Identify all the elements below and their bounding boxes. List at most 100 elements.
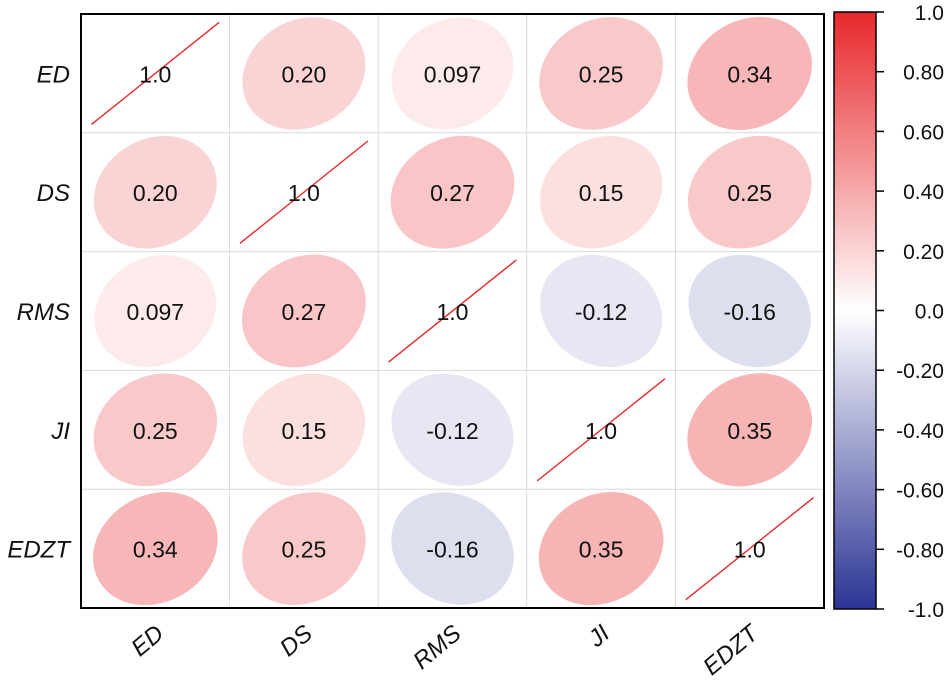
cell-edzt-ds: 0.25 [242,492,366,605]
cell-ji-ji: 1.0 [536,378,666,482]
cell-value-label: 1.0 [437,299,469,325]
cell-value-label: 0.25 [727,180,772,206]
colorbar: 1.0 0.80 0.60 0.40 0.20 0.0 -0.20 -0.40 -0.60 -0.… [833,2,944,622]
correlation-ellipse [687,16,812,130]
cell-edzt-ji: 0.35 [538,492,664,606]
column-label-ji: JI [583,620,616,654]
correlation-ellipse [93,135,217,249]
correlation-ellipse [687,135,812,249]
cell-value-label: 1.0 [585,418,617,444]
colorbar-tick-label: 0.40 [903,181,944,204]
colorbar-tick-label: 0.60 [903,121,944,144]
cell-rms-rms: 1.0 [388,259,517,363]
correlation-ellipse [688,254,811,368]
cell-value-label: 0.097 [127,299,185,325]
column-label-edzt: EDZT [698,618,765,680]
cell-ds-rms: 0.27 [390,135,515,249]
cell-ji-ed: 0.25 [93,373,218,487]
diagonal-line [239,140,369,244]
cell-value-label: 1.0 [139,61,171,87]
correlation-ellipse [242,254,366,368]
correlation-ellipse [539,17,663,130]
cell-value-label: 0.25 [579,61,624,87]
correlation-ellipse [391,373,514,486]
cell-ji-ds: 0.15 [242,373,366,486]
cell-rms-ed: 0.097 [94,254,217,368]
column-label-rms: RMS [408,620,466,675]
correlation-ellipse [94,254,217,368]
correlation-ellipse [93,492,218,606]
column-label-ds: DS [275,620,318,662]
cell-value-label: 0.27 [430,180,475,206]
cell-value-label: 0.34 [727,61,772,87]
cell-rms-ds: 0.27 [242,254,366,368]
cell-value-label: 0.097 [424,61,482,87]
cell-value-label: 0.20 [133,180,178,206]
colorbar-gradient [833,11,877,610]
row-label-ji: JI [50,418,70,445]
cell-ed-ji: 0.25 [539,17,663,130]
correlation-ellipse [391,17,514,130]
row-label-rms: RMS [17,299,70,326]
colorbar-tick-label: -0.40 [896,420,944,443]
cell-value-label: 0.15 [579,180,624,206]
colorbar-tick-label: -0.60 [896,480,944,503]
colorbar-tick-label: 0.80 [903,62,944,85]
cell-value-label: -0.12 [426,418,478,444]
row-label-ed: ED [37,61,70,88]
cell-value-label: 0.35 [727,418,772,444]
colorbar-tick-label: 0.20 [903,241,944,264]
diagonal-line [388,259,517,363]
cell-edzt-ed: 0.34 [93,492,218,606]
correlation-ellipse [391,492,514,605]
colorbar-tick-label: -1.0 [908,599,944,622]
cell-ds-ed: 0.20 [93,135,217,249]
diagonal-line [685,496,815,601]
row-label-edzt: EDZT [7,537,72,564]
correlation-ellipse [390,135,515,249]
cell-rms-ji: -0.12 [540,254,663,368]
cell-value-label: 1.0 [288,180,320,206]
cell-ji-rms: -0.12 [391,373,514,486]
colorbar-tick-label: 0.0 [915,301,944,324]
correlation-ellipse [687,373,813,487]
diagonal-line [536,378,666,482]
grid-layer [81,14,824,608]
column-labels: ED DS RMS JI EDZT [126,618,765,680]
plot-frame [80,13,825,609]
correlation-ellipse [242,17,366,130]
cell-value-label: -0.12 [575,299,627,325]
row-label-ds: DS [37,180,70,207]
cell-value-label: 0.15 [282,418,327,444]
cell-value-label: 0.34 [133,537,178,563]
cell-edzt-rms: -0.16 [391,492,514,605]
cell-value-label: 0.20 [282,61,327,87]
cell-value-label: 0.25 [282,537,327,563]
correlation-ellipse [242,492,366,605]
diagonal-line [90,21,220,126]
cell-ds-ds: 1.0 [239,140,369,244]
cell-rms-edzt: -0.16 [688,254,811,368]
colorbar-tick-label: -0.80 [896,539,944,562]
correlation-ellipse [540,254,663,368]
correlation-ellipse [539,136,663,249]
cell-value-label: -0.16 [426,537,478,563]
cell-value-label: -0.16 [723,299,775,325]
colorbar-tick-label: 1.0 [915,2,944,25]
cell-ed-rms: 0.097 [391,17,514,130]
cell-edzt-edzt: 1.0 [685,496,815,601]
cell-ed-ds: 0.20 [242,17,366,130]
column-label-ed: ED [126,620,169,662]
cell-ed-ed: 1.0 [90,21,220,126]
correlation-ellipse [93,373,218,487]
cells-layer: 1.0 0.20 0.097 0.25 0.34 0.20 1.0 0.27 0.15 0.25 0… [90,16,815,606]
colorbar-tick-label: -0.20 [896,360,944,383]
correlation-ellipse [242,373,366,486]
correlation-ellipse [538,492,664,606]
cell-value-label: 0.25 [133,418,178,444]
cell-ed-edzt: 0.34 [687,16,812,130]
cell-ds-ji: 0.15 [539,136,663,249]
cell-value-label: 1.0 [734,537,766,563]
